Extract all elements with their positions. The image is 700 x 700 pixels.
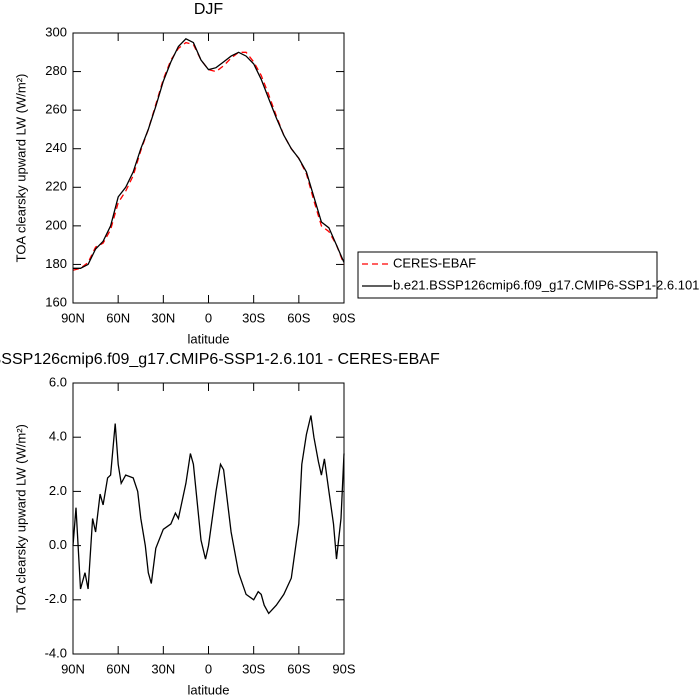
y-tick-label: 260 — [45, 102, 67, 117]
chart-title: 1.BSSP126cmip6.f09_g17.CMIP6-SSP1-2.6.10… — [0, 351, 440, 368]
x-tick-label: 90S — [332, 310, 355, 325]
x-axis-label: latitude — [188, 331, 230, 346]
y-tick-label: 180 — [45, 256, 67, 271]
y-tick-label: 280 — [45, 63, 67, 78]
y-tick-label: 220 — [45, 179, 67, 194]
x-tick-label: 0 — [205, 310, 212, 325]
x-tick-label: 60S — [287, 310, 310, 325]
x-tick-label: 90N — [61, 310, 85, 325]
x-tick-label: 30N — [151, 661, 175, 676]
x-tick-label: 60N — [106, 310, 130, 325]
x-tick-label: 90N — [61, 661, 85, 676]
x-tick-label: 30N — [151, 310, 175, 325]
y-tick-label: 4.0 — [49, 429, 67, 444]
x-tick-label: 60S — [287, 661, 310, 676]
y-tick-label: -4.0 — [45, 645, 67, 660]
x-tick-label: 30S — [242, 310, 265, 325]
y-tick-label: 200 — [45, 217, 67, 232]
y-axis-label: TOA clearsky upward LW (W/m²) — [13, 424, 28, 613]
y-tick-label: 6.0 — [49, 374, 67, 389]
y-tick-label: -2.0 — [45, 591, 67, 606]
x-axis-label: latitude — [188, 682, 230, 697]
x-tick-label: 90S — [332, 661, 355, 676]
data-line — [72, 41, 345, 271]
x-tick-label: 0 — [205, 661, 212, 676]
y-tick-label: 0.0 — [49, 537, 67, 552]
y-tick-label: 240 — [45, 140, 67, 155]
x-tick-label: 30S — [242, 661, 265, 676]
legend-label: CERES-EBAF — [393, 255, 476, 270]
legend-label: b.e21.BSSP126cmip6.f09_g17.CMIP6-SSP1-2.… — [393, 277, 699, 292]
data-line — [72, 415, 345, 615]
data-line — [73, 38, 345, 269]
chart-title: DJF — [194, 1, 224, 18]
y-tick-label: 2.0 — [49, 483, 67, 498]
plot-frame — [72, 32, 345, 304]
y-axis-label: TOA clearsky upward LW (W/m²) — [13, 74, 28, 263]
legend-box — [357, 251, 658, 299]
plot-frame — [72, 382, 345, 655]
y-tick-label: 300 — [45, 24, 67, 39]
y-tick-label: 160 — [45, 294, 67, 309]
x-tick-label: 60N — [106, 661, 130, 676]
